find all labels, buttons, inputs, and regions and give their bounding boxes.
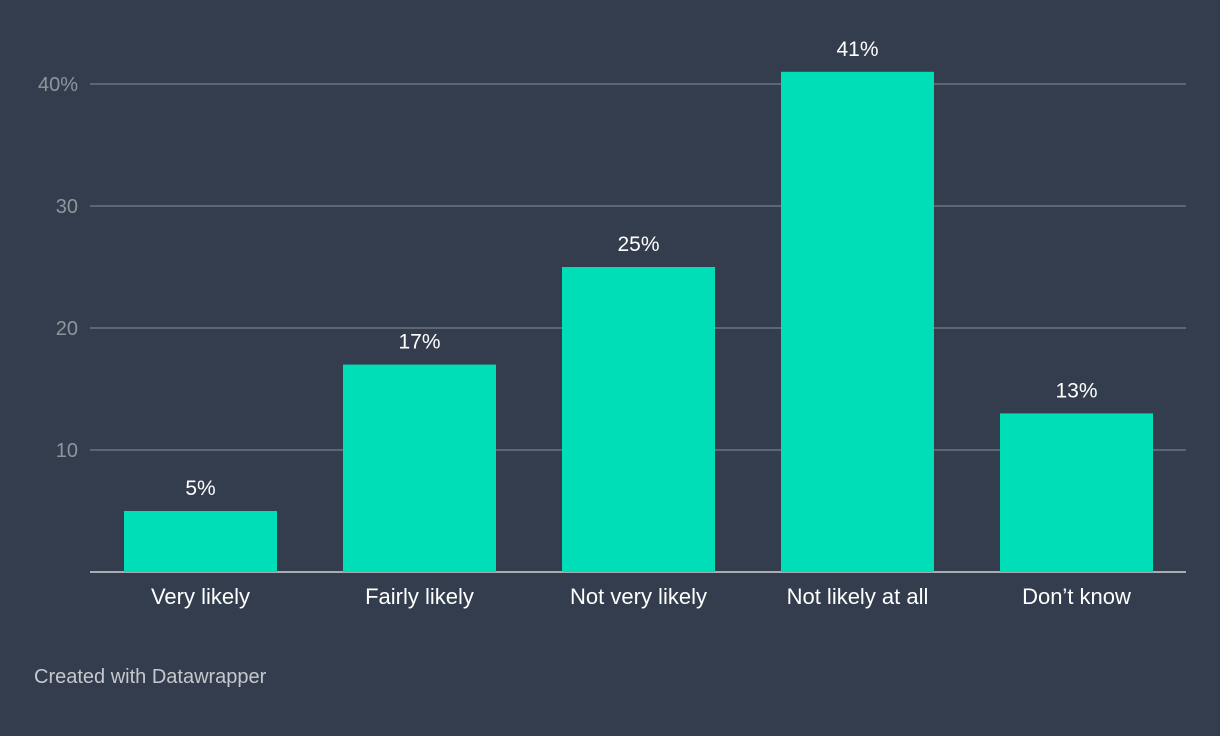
bar[interactable] bbox=[1000, 413, 1153, 572]
bar[interactable] bbox=[562, 267, 715, 572]
labels: 10 20 30 40% 5% Very likely 17% Fairly likely 25… bbox=[38, 38, 1131, 609]
category-label: Not very likely bbox=[570, 584, 707, 609]
category-label: Don’t know bbox=[1022, 584, 1131, 609]
category-label: Fairly likely bbox=[365, 584, 474, 609]
bar[interactable] bbox=[781, 71, 934, 573]
value-label: 25% bbox=[617, 233, 659, 256]
value-label: 13% bbox=[1055, 379, 1097, 402]
category-label: Not likely at all bbox=[787, 584, 929, 609]
footer-credit[interactable]: Created with Datawrapper bbox=[34, 666, 267, 688]
category-label: Very likely bbox=[151, 584, 250, 609]
y-tick-label: 10 bbox=[56, 440, 78, 462]
bar[interactable] bbox=[124, 511, 277, 572]
value-label: 17% bbox=[398, 331, 440, 354]
bars bbox=[124, 71, 1153, 573]
y-tick-label: 20 bbox=[56, 318, 78, 340]
bar[interactable] bbox=[343, 364, 496, 572]
y-tick-label: 30 bbox=[56, 196, 78, 218]
y-tick-label: 40% bbox=[38, 74, 78, 96]
value-label: 5% bbox=[185, 477, 215, 500]
value-label: 41% bbox=[836, 38, 878, 61]
